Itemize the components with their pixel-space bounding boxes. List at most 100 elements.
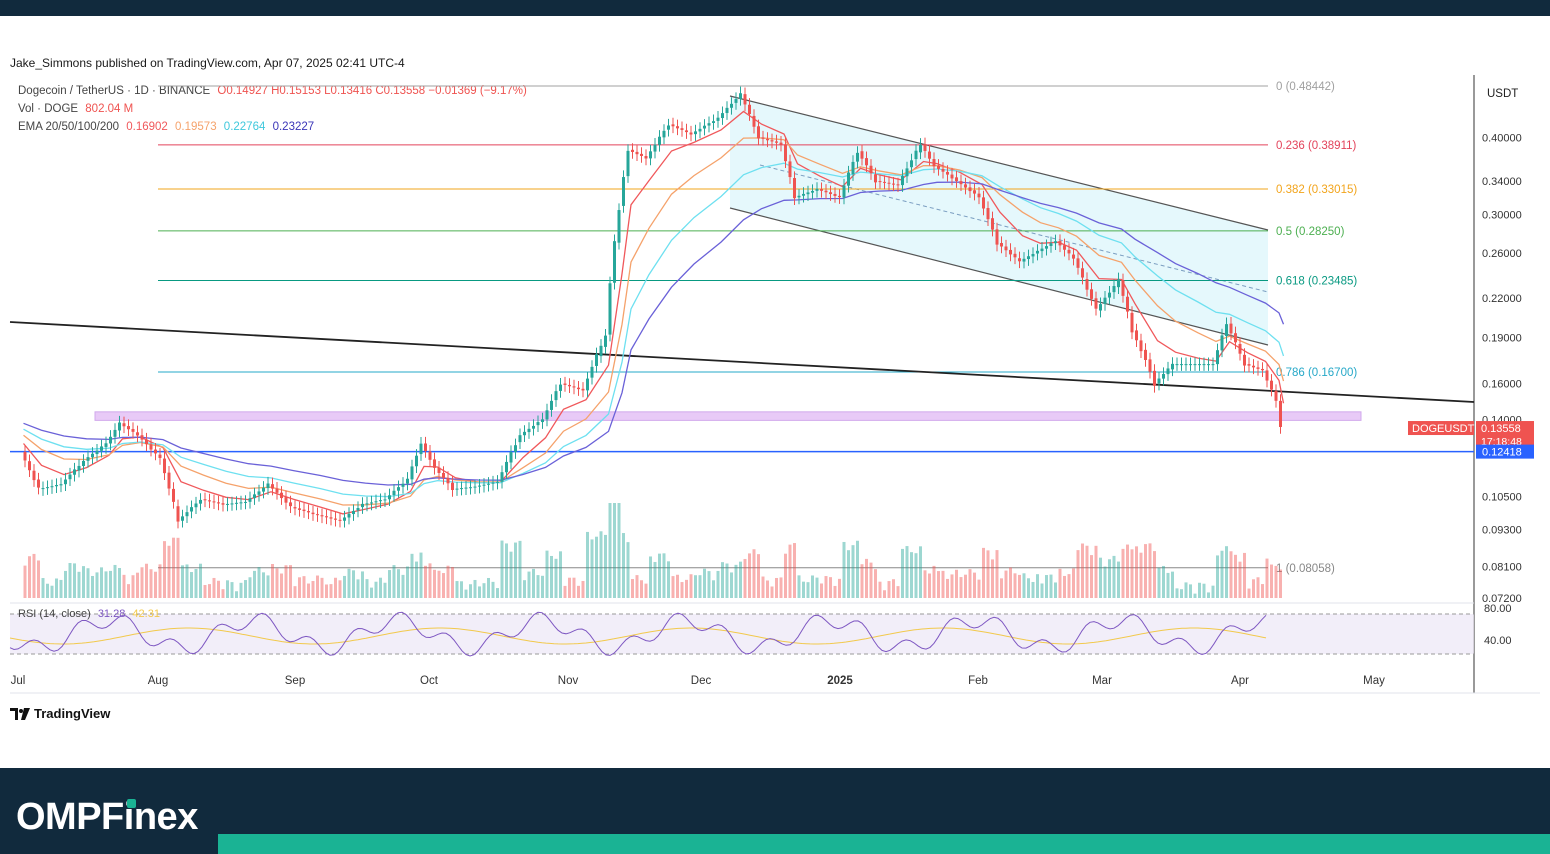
volume-bar <box>617 503 621 598</box>
candle-body <box>1121 280 1125 296</box>
candle-body <box>986 208 990 220</box>
candle-body <box>284 497 288 503</box>
candle-body <box>1256 367 1260 369</box>
candle-body <box>140 435 144 440</box>
x-tick-label: Nov <box>558 675 579 687</box>
candle-body <box>1184 364 1188 366</box>
candle-body <box>599 345 603 357</box>
volume-bar <box>784 553 787 598</box>
x-tick-label: Sep <box>285 675 305 687</box>
price-chart[interactable]: 0 (0.48442) 0.236 (0.38911) 0.382 (0.33015… <box>0 0 1550 740</box>
legend-ema-row: EMA 20/50/100/200 0.16902 0.19573 0.2276… <box>18 121 318 133</box>
volume-bar <box>109 570 112 598</box>
candle-body <box>406 478 409 484</box>
candle-body <box>410 466 414 480</box>
long-trendline <box>9 321 1475 403</box>
candle-body <box>689 132 693 135</box>
volume-bar <box>811 575 814 598</box>
candle-body <box>230 503 234 505</box>
fib-label-0.236: 0.236 (0.38911) <box>1276 140 1357 152</box>
volume-bar <box>212 577 216 598</box>
candle-body <box>761 137 765 139</box>
volume-bar <box>50 585 54 598</box>
volume-bar <box>550 555 553 598</box>
candle-body <box>185 512 189 517</box>
volume-bar <box>500 540 504 598</box>
candle-body <box>518 435 522 443</box>
candle-body <box>442 472 445 478</box>
volume-bar <box>838 578 841 598</box>
candle-body <box>145 439 148 445</box>
candle-body <box>248 498 252 502</box>
ema-line-100 <box>23 162 1285 498</box>
candle-body <box>118 422 121 431</box>
candle-body <box>851 161 855 175</box>
candle-body <box>662 130 666 138</box>
volume-bar <box>923 570 927 598</box>
y-tick-label: 0.09300 <box>1482 524 1522 536</box>
candle-body <box>343 517 346 521</box>
candle-body <box>977 193 981 198</box>
volume-bar <box>104 571 108 598</box>
candle-body <box>667 125 670 130</box>
symbol-tag-label: DOGEUSDT <box>1412 423 1475 435</box>
candle-body <box>703 125 706 129</box>
volume-bar <box>1139 552 1143 598</box>
candle-body <box>644 156 648 159</box>
candle-body <box>154 449 157 454</box>
volume-bar <box>298 577 301 598</box>
legend-volume-row: Vol · DOGE 802.04 M <box>18 103 137 115</box>
candle-body <box>136 432 139 436</box>
brand-text-1: OMPF <box>16 796 124 838</box>
volume-bar <box>698 575 702 598</box>
candle-body <box>262 487 265 492</box>
candle-body <box>919 144 922 153</box>
volume-bar <box>437 570 441 598</box>
volume-bar <box>986 550 990 598</box>
candle-body <box>1238 343 1242 354</box>
candle-body <box>734 99 738 103</box>
candle-body <box>104 443 108 447</box>
candle-body <box>973 190 976 194</box>
brand-text-2: nex <box>133 796 198 838</box>
volume-label[interactable]: Vol · DOGE <box>18 103 79 115</box>
volume-bar <box>793 543 796 598</box>
volume-bar <box>833 585 837 598</box>
candle-body <box>113 429 117 437</box>
candle-body <box>626 150 630 177</box>
candle-body <box>487 483 490 485</box>
volume-bar <box>397 569 400 598</box>
volume-bar <box>370 587 373 598</box>
candle-body <box>617 210 621 243</box>
rsi-label[interactable]: RSI (14, close) <box>18 608 91 620</box>
candle-body <box>95 450 99 455</box>
brand-logo[interactable]: OMPFinex <box>16 796 198 839</box>
y-tick-label: 0.30000 <box>1482 210 1522 222</box>
volume-bar <box>977 579 981 598</box>
candle-body <box>176 506 180 522</box>
resistance-zone <box>94 411 1362 421</box>
volume-bar <box>892 579 895 598</box>
candle-body <box>329 517 333 519</box>
rsi-line <box>9 611 1267 657</box>
volume-bar <box>1126 544 1129 598</box>
symbol-label[interactable]: Dogecoin / TetherUS · 1D · BINANCE <box>18 85 211 97</box>
volume-bar <box>82 566 85 598</box>
volume-bar <box>221 589 225 598</box>
fib-label-1: 1 (0.08058) <box>1276 563 1335 575</box>
candle-body <box>887 182 891 184</box>
candle-body <box>361 503 364 508</box>
volume-bar <box>329 584 333 598</box>
candle-body <box>419 443 423 455</box>
volume-bar <box>586 531 589 598</box>
tradingview-logo[interactable]: TradingView <box>10 706 110 721</box>
candle-body <box>820 189 823 191</box>
volume-bar <box>680 582 684 598</box>
candle-body <box>1117 279 1120 288</box>
volume-bar <box>28 556 31 598</box>
volume-bar <box>271 564 274 598</box>
ema-label[interactable]: EMA 20/50/100/200 <box>18 121 120 133</box>
volume-bar <box>1090 555 1093 598</box>
volume-bar <box>1072 568 1075 598</box>
x-tick-label: Jul <box>11 675 26 687</box>
